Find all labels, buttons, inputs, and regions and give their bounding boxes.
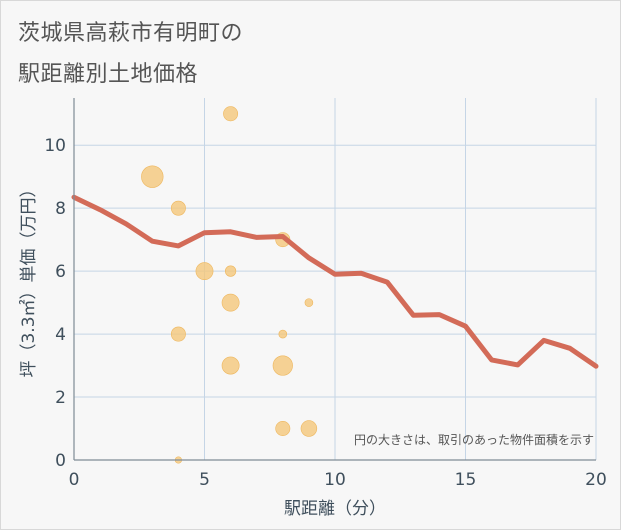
x-tick-label: 20 (585, 470, 607, 490)
scatter-point (300, 420, 318, 437)
bubble-size-annotation: 円の大きさは、取引のあった物件面積を示す (354, 432, 594, 447)
x-tick-label: 0 (69, 470, 80, 490)
scatter-point (170, 326, 186, 342)
y-tick-label: 0 (55, 451, 66, 471)
scatter-point (223, 106, 239, 122)
y-tick-label: 6 (55, 262, 66, 282)
chart-title-line-2: 駅距離別土地価格 (18, 62, 199, 87)
scatter-point (304, 298, 314, 307)
scatter-point (275, 421, 291, 436)
scatter-point (278, 329, 288, 339)
y-tick-label: 8 (55, 199, 66, 219)
scatter-point (141, 165, 164, 188)
chart-title-line-1: 茨城県高萩市有明町の (18, 21, 244, 46)
y-axis-title: 坪（3.3㎡）単価（万円） (19, 180, 39, 377)
x-tick-label: 15 (455, 470, 477, 490)
x-tick-label: 5 (199, 470, 210, 490)
y-tick-label: 10 (44, 136, 66, 156)
scatter-point (225, 265, 237, 277)
x-tick-label: 10 (324, 470, 346, 490)
scatter-point (272, 355, 293, 376)
y-tick-label: 2 (55, 388, 66, 408)
scatter-point (221, 293, 240, 312)
scatter-point (195, 262, 214, 281)
x-axis-title: 駅距離（分） (284, 499, 386, 519)
series-line-average (71, 194, 599, 369)
scatter-point (221, 356, 240, 375)
y-tick-label: 4 (55, 325, 66, 345)
scatter-point (170, 200, 186, 216)
